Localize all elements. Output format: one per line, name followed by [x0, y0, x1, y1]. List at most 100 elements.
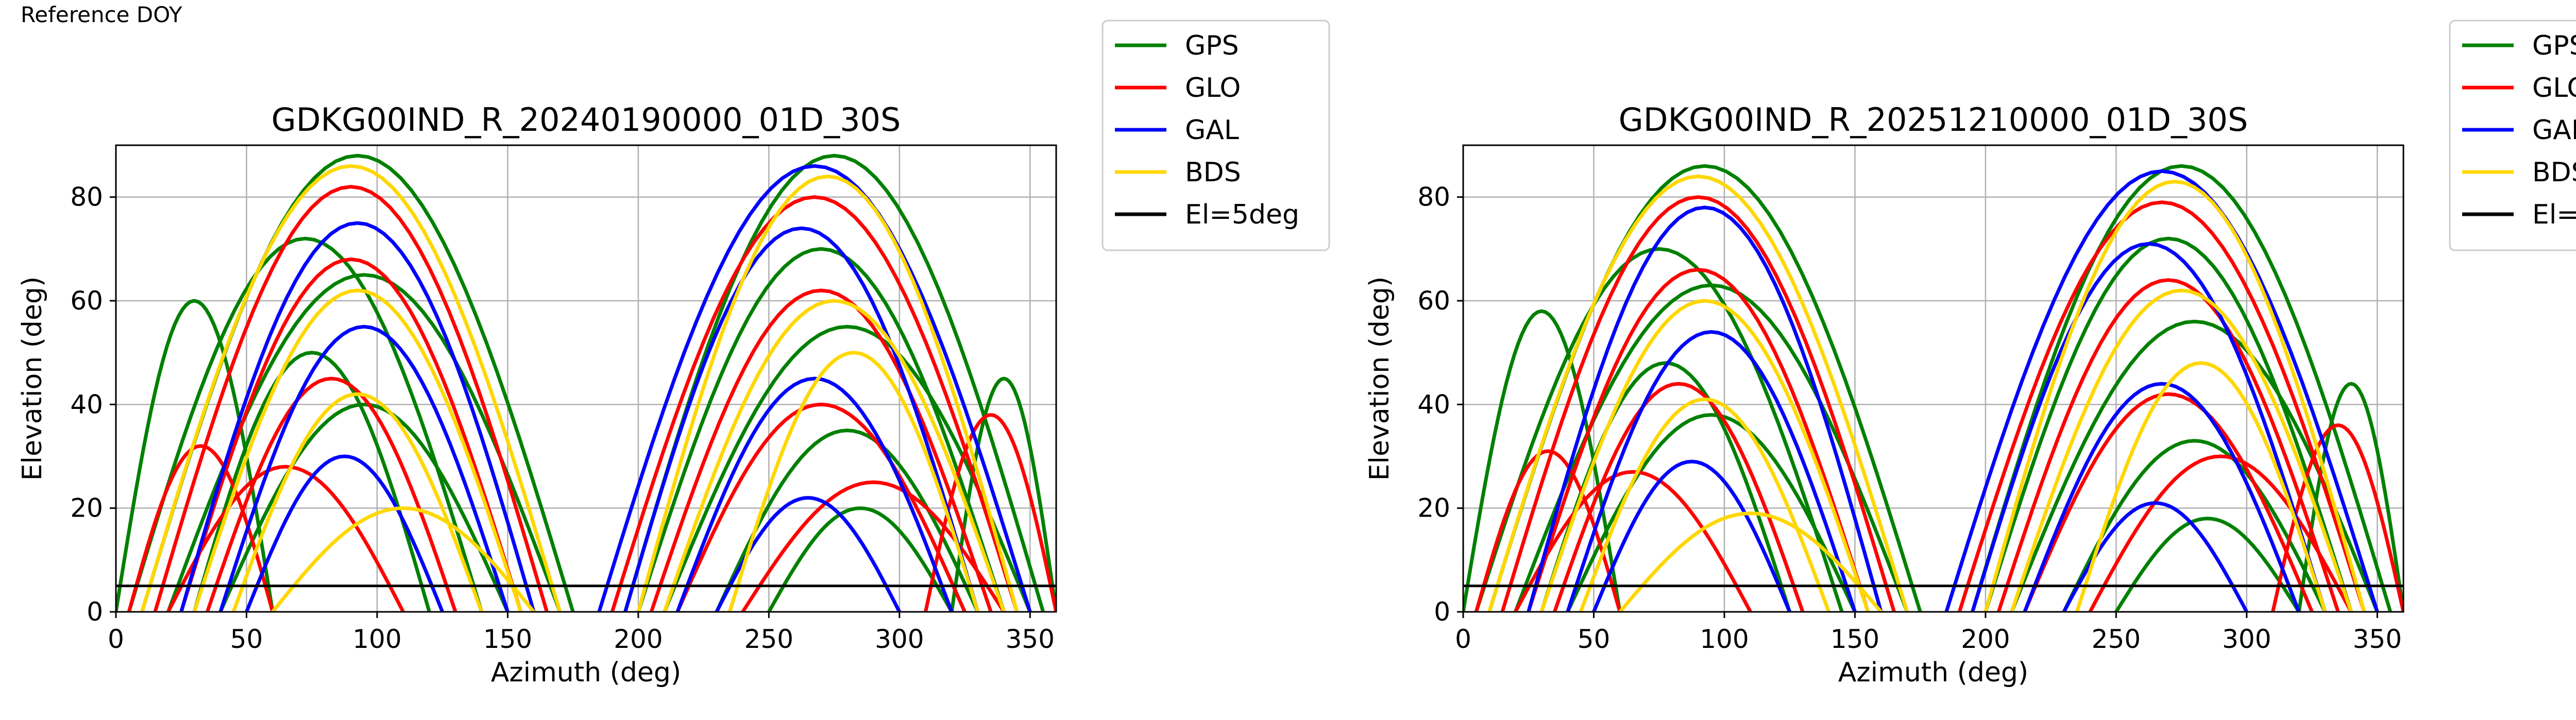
satellite-track	[1618, 511, 1883, 612]
y-tick-label: 20	[70, 493, 103, 523]
y-tick-label: 40	[70, 389, 103, 419]
legend: GPS GLO GAL BDS El=5deg	[1101, 20, 1330, 251]
x-tick-label: 300	[875, 624, 924, 654]
x-tick-label: 250	[744, 624, 793, 654]
y-tick-label: 80	[1417, 182, 1450, 212]
y-axis-label: Elevation (deg)	[17, 277, 48, 481]
satellite-track	[2075, 361, 2327, 612]
legend: GPS GLO GAL BDS El=5deg	[2449, 20, 2576, 251]
satellite-track	[950, 376, 1056, 612]
satellite-track	[1513, 470, 1753, 612]
satellite-track	[636, 174, 1019, 612]
plot-area	[116, 153, 1056, 612]
satellite-track	[1474, 247, 1844, 612]
satellite-track	[663, 324, 1032, 612]
y-tick-label: 80	[70, 182, 103, 212]
satellite-track	[649, 288, 993, 612]
satellite-track	[218, 402, 510, 612]
satellite-track	[1579, 397, 1831, 612]
satellite-track	[663, 299, 1006, 612]
satellite-track	[1957, 200, 2366, 612]
satellite-track	[231, 392, 484, 612]
series-bds	[1487, 174, 2366, 612]
legend-label: El=5deg	[1185, 199, 1299, 230]
satellite-track	[2062, 439, 2327, 612]
satellite-track	[205, 376, 457, 612]
satellite-track	[1566, 330, 1857, 612]
legend-label: BDS	[1185, 157, 1241, 188]
legend-box	[2449, 20, 2576, 251]
satellite-track	[2010, 288, 2353, 612]
satellite-track	[179, 257, 523, 612]
satellite-track	[597, 164, 1032, 612]
satellite-track	[1527, 205, 1883, 612]
plot-area	[1463, 164, 2403, 612]
x-tick-label: 200	[1961, 624, 2010, 654]
satellite-track	[1971, 242, 2327, 612]
x-tick-label: 150	[1831, 624, 1879, 654]
satellite-track	[1552, 382, 1805, 612]
satellite-track	[636, 247, 1006, 612]
satellite-track	[2114, 517, 2301, 612]
satellite-track	[1984, 179, 2366, 612]
x-tick-label: 100	[352, 624, 401, 654]
satellite-track	[192, 288, 523, 612]
satellite-track	[153, 184, 549, 612]
x-tick-label: 50	[230, 624, 263, 654]
y-tick-label: 20	[1417, 493, 1450, 523]
satellite-track	[767, 506, 954, 612]
legend-label: BDS	[2532, 157, 2576, 188]
satellite-track	[1592, 459, 1792, 612]
series-gal	[179, 164, 1032, 612]
series-glo	[1474, 195, 2403, 612]
x-tick-label: 0	[1455, 624, 1471, 654]
axes-frame	[1462, 144, 2404, 613]
satellite-track	[1539, 299, 1870, 612]
satellite-track	[140, 164, 562, 612]
y-tick-label: 60	[70, 286, 103, 316]
x-tick-label: 300	[2222, 624, 2271, 654]
axes-frame	[115, 144, 1057, 613]
y-tick-label: 0	[1434, 597, 1450, 627]
satellite-track	[610, 195, 1019, 612]
satellite-track	[1996, 278, 2340, 612]
satellite-track	[192, 351, 431, 612]
x-axis-label: Azimuth (deg)	[491, 657, 681, 688]
x-tick-label: 200	[614, 624, 663, 654]
legend-label: GAL	[2532, 115, 2576, 146]
chart-left: 0 50 100 150 200 250 300 350 0 20 40 60 80 GDKG00IND_…	[17, 20, 1330, 688]
x-tick-label: 250	[2092, 624, 2141, 654]
y-tick-label: 0	[87, 597, 103, 627]
x-tick-label: 100	[1700, 624, 1749, 654]
satellite-track	[1566, 413, 1857, 612]
satellite-track	[179, 221, 536, 612]
x-axis-label: Azimuth (deg)	[1838, 657, 2028, 688]
satellite-track	[2297, 382, 2403, 612]
y-tick-label: 60	[1417, 286, 1450, 316]
satellite-track	[166, 465, 405, 612]
legend-label: El=5deg	[2532, 199, 2576, 230]
y-axis-label: Elevation (deg)	[1364, 277, 1395, 481]
legend-label: GAL	[1185, 115, 1239, 146]
satellite-track	[218, 324, 510, 612]
series-bds	[140, 164, 1019, 612]
x-tick-label: 350	[1006, 624, 1055, 654]
satellite-track	[727, 351, 980, 612]
satellite-track	[1984, 236, 2353, 612]
x-tick-label: 350	[2353, 624, 2402, 654]
satellite-track	[1527, 268, 1870, 612]
chart-title: GDKG00IND_R_20240190000_01D_30S	[272, 101, 901, 139]
x-tick-label: 50	[1578, 624, 1611, 654]
legend-label: GLO	[1185, 73, 1241, 104]
chart-right: 0 50 100 150 200 250 300 350 0 20 40 60 80 GDKG00IND_…	[1364, 20, 2576, 688]
series-glo	[127, 184, 1056, 612]
x-tick-label: 0	[108, 624, 124, 654]
legend-label: GPS	[2532, 30, 2576, 61]
satellite-track	[623, 226, 980, 612]
satellite-track	[270, 506, 536, 612]
chart-title: GDKG00IND_R_20251210000_01D_30S	[1619, 101, 2248, 139]
satellite-track	[715, 428, 980, 612]
satellite-track	[2088, 454, 2353, 612]
satellite-track	[1487, 174, 1909, 612]
